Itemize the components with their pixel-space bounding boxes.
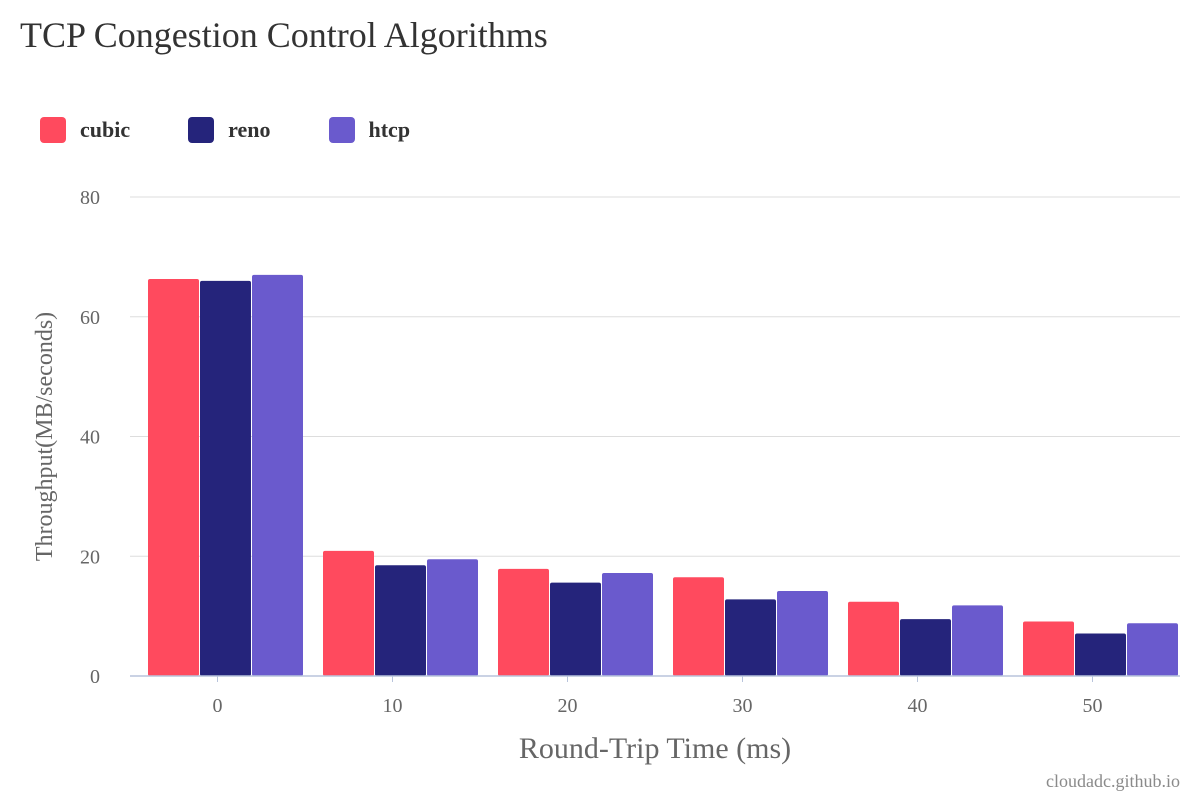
x-tick-label: 50 xyxy=(1083,695,1103,717)
y-tick-label: 60 xyxy=(80,307,100,329)
x-tick-label: 40 xyxy=(908,695,928,717)
x-tick-label: 20 xyxy=(558,695,578,717)
x-tick-label: 10 xyxy=(383,695,403,717)
legend-item-reno[interactable]: reno xyxy=(188,117,271,143)
bar-htcp-20[interactable] xyxy=(602,573,653,676)
x-tick-label: 30 xyxy=(733,695,753,717)
y-tick-label: 80 xyxy=(80,187,100,209)
legend-item-cubic[interactable]: cubic xyxy=(40,117,130,143)
legend-swatch-cubic xyxy=(40,117,66,143)
bar-htcp-50[interactable] xyxy=(1127,623,1178,676)
chart-title: TCP Congestion Control Algorithms xyxy=(20,15,548,55)
bars-layer xyxy=(148,274,1178,676)
bar-reno-20[interactable] xyxy=(550,582,601,676)
x-axis-title: Round-Trip Time (ms) xyxy=(519,732,791,765)
y-tick-label: 0 xyxy=(90,666,100,688)
bar-reno-10[interactable] xyxy=(375,565,426,676)
bar-reno-0[interactable] xyxy=(200,280,251,676)
legend-label-htcp: htcp xyxy=(368,117,411,142)
bar-cubic-0[interactable] xyxy=(148,279,199,676)
legend-label-reno: reno xyxy=(228,117,271,142)
bar-cubic-20[interactable] xyxy=(498,568,549,676)
y-tick-label: 20 xyxy=(80,546,100,568)
grid-layer xyxy=(130,196,1180,557)
bar-cubic-30[interactable] xyxy=(673,577,724,676)
bar-htcp-10[interactable] xyxy=(427,559,478,676)
watermark: cloudadc.github.io xyxy=(1046,771,1180,791)
y-axis-title: Throughput(MB/seconds) xyxy=(32,312,58,561)
legend: cubic reno htcp xyxy=(40,116,468,144)
bar-htcp-40[interactable] xyxy=(952,605,1003,676)
x-tick-label: 0 xyxy=(213,695,223,717)
legend-item-htcp[interactable]: htcp xyxy=(328,117,411,143)
bar-reno-50[interactable] xyxy=(1075,633,1126,676)
legend-swatch-htcp xyxy=(328,117,355,143)
bar-htcp-30[interactable] xyxy=(777,590,828,676)
bar-cubic-10[interactable] xyxy=(323,550,374,676)
bar-cubic-50[interactable] xyxy=(1023,621,1074,676)
legend-label-cubic: cubic xyxy=(80,117,131,142)
bar-cubic-40[interactable] xyxy=(848,601,899,676)
bar-htcp-0[interactable] xyxy=(252,274,303,676)
legend-swatch-reno xyxy=(188,117,215,143)
bar-reno-40[interactable] xyxy=(900,619,951,676)
y-tick-label: 40 xyxy=(80,427,100,449)
bar-reno-30[interactable] xyxy=(725,599,776,676)
axis-layer: 0 20 40 60 80 0 10 20 30 40 50 xyxy=(80,187,1180,717)
